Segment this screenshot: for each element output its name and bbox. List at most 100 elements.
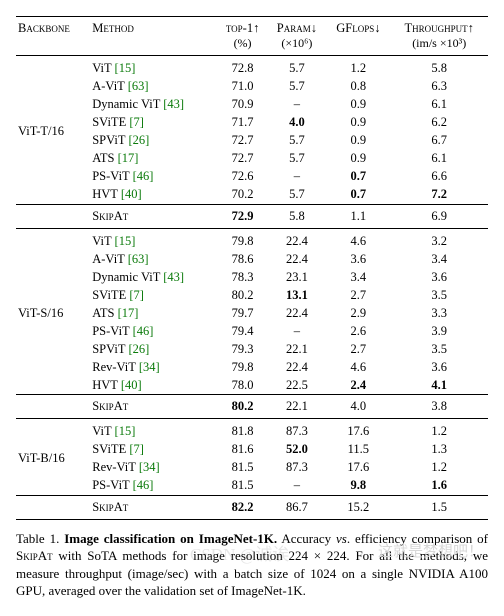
cell: 5.8: [390, 56, 488, 78]
citation: [34]: [139, 360, 160, 374]
cell: 6.1: [390, 96, 488, 114]
cell: 78.6: [218, 250, 268, 268]
cell: 79.4: [218, 322, 268, 340]
col-gflops: GFlops↓: [326, 17, 390, 56]
cell: –: [268, 322, 327, 340]
method-cell: A-ViT [63]: [90, 250, 217, 268]
method-cell: SViTE [7]: [90, 114, 217, 132]
cell: 6.2: [390, 114, 488, 132]
cell: 4.0: [268, 114, 327, 132]
cell: 79.8: [218, 358, 268, 376]
cell: 86.7: [268, 495, 327, 519]
backbone-cell: ViT-T/16: [16, 56, 90, 205]
citation: [40]: [121, 187, 142, 201]
cell: 3.5: [390, 286, 488, 304]
cell: 3.6: [326, 250, 390, 268]
cell: 13.1: [268, 286, 327, 304]
cell: 3.9: [390, 322, 488, 340]
citation: [26]: [128, 133, 149, 147]
cell: 81.8: [218, 419, 268, 441]
citation: [7]: [129, 442, 144, 456]
table-caption: Table 1. Image classification on ImageNe…: [16, 530, 488, 600]
cell: 9.8: [326, 477, 390, 496]
cell: 1.5: [390, 495, 488, 519]
cell: 22.5: [268, 376, 327, 395]
cell: 7.2: [390, 186, 488, 205]
citation: [34]: [139, 460, 160, 474]
method-cell: ViT [15]: [90, 56, 217, 78]
cell: 78.0: [218, 376, 268, 395]
method-cell: PS-ViT [46]: [90, 168, 217, 186]
results-table: Backbone Method top-1↑ (%) Param↓ (×10⁶)…: [16, 16, 488, 520]
cell: 78.3: [218, 268, 268, 286]
method-cell: Dynamic ViT [43]: [90, 268, 217, 286]
cell: 72.7: [218, 132, 268, 150]
cell: –: [268, 477, 327, 496]
cell: 11.5: [326, 441, 390, 459]
cell: 5.7: [268, 150, 327, 168]
method-cell: ViT [15]: [90, 228, 217, 250]
caption-label: Table 1.: [16, 531, 59, 546]
cell: 2.6: [326, 322, 390, 340]
cell: 82.2: [218, 495, 268, 519]
cell: 0.8: [326, 78, 390, 96]
cell: 2.7: [326, 286, 390, 304]
cell: 22.1: [268, 395, 327, 419]
cell: 79.7: [218, 304, 268, 322]
citation: [43]: [163, 97, 184, 111]
cell: 72.7: [218, 150, 268, 168]
citation: [46]: [133, 478, 154, 492]
cell: 6.3: [390, 78, 488, 96]
cell: 1.1: [326, 204, 390, 228]
cell: 3.5: [390, 340, 488, 358]
cell: 52.0: [268, 441, 327, 459]
cell: –: [268, 168, 327, 186]
cell: 1.2: [390, 419, 488, 441]
method-cell: Rev-ViT [34]: [90, 358, 217, 376]
backbone-cell: [16, 395, 90, 419]
citation: [15]: [115, 234, 136, 248]
cell: 22.4: [268, 358, 327, 376]
col-throughput: Throughput↑ (im/s ×10³): [390, 17, 488, 56]
method-cell: HVT [40]: [90, 376, 217, 395]
table-row: ViT-B/16ViT [15]81.887.317.61.2: [16, 419, 488, 441]
cell: 0.9: [326, 150, 390, 168]
cell: 4.6: [326, 358, 390, 376]
method-cell: ATS [17]: [90, 304, 217, 322]
cell: 5.8: [268, 204, 327, 228]
citation: [17]: [118, 306, 139, 320]
cell: 2.4: [326, 376, 390, 395]
method-cell: A-ViT [63]: [90, 78, 217, 96]
cell: 79.8: [218, 228, 268, 250]
cell: 1.2: [326, 56, 390, 78]
cell: 80.2: [218, 286, 268, 304]
citation: [63]: [128, 79, 149, 93]
method-cell: SkipAt: [90, 395, 217, 419]
cell: 17.6: [326, 419, 390, 441]
cell: 81.6: [218, 441, 268, 459]
backbone-cell: ViT-B/16: [16, 419, 90, 496]
cell: 3.3: [390, 304, 488, 322]
cell: 70.2: [218, 186, 268, 205]
cell: 71.7: [218, 114, 268, 132]
cell: 1.3: [390, 441, 488, 459]
cell: 22.4: [268, 228, 327, 250]
cell: 6.6: [390, 168, 488, 186]
table-row: ViT-S/16ViT [15]79.822.44.63.2: [16, 228, 488, 250]
cell: 0.9: [326, 114, 390, 132]
cell: 1.6: [390, 477, 488, 496]
cell: 4.1: [390, 376, 488, 395]
col-param: Param↓ (×10⁶): [268, 17, 327, 56]
cell: –: [268, 96, 327, 114]
cell: 22.4: [268, 304, 327, 322]
citation: [46]: [133, 169, 154, 183]
backbone-cell: ViT-S/16: [16, 228, 90, 395]
cell: 5.7: [268, 78, 327, 96]
method-cell: Dynamic ViT [43]: [90, 96, 217, 114]
method-cell: SPViT [26]: [90, 132, 217, 150]
citation: [43]: [163, 270, 184, 284]
cell: 15.2: [326, 495, 390, 519]
cell: 22.4: [268, 250, 327, 268]
method-cell: SkipAt: [90, 495, 217, 519]
citation: [15]: [115, 61, 136, 75]
